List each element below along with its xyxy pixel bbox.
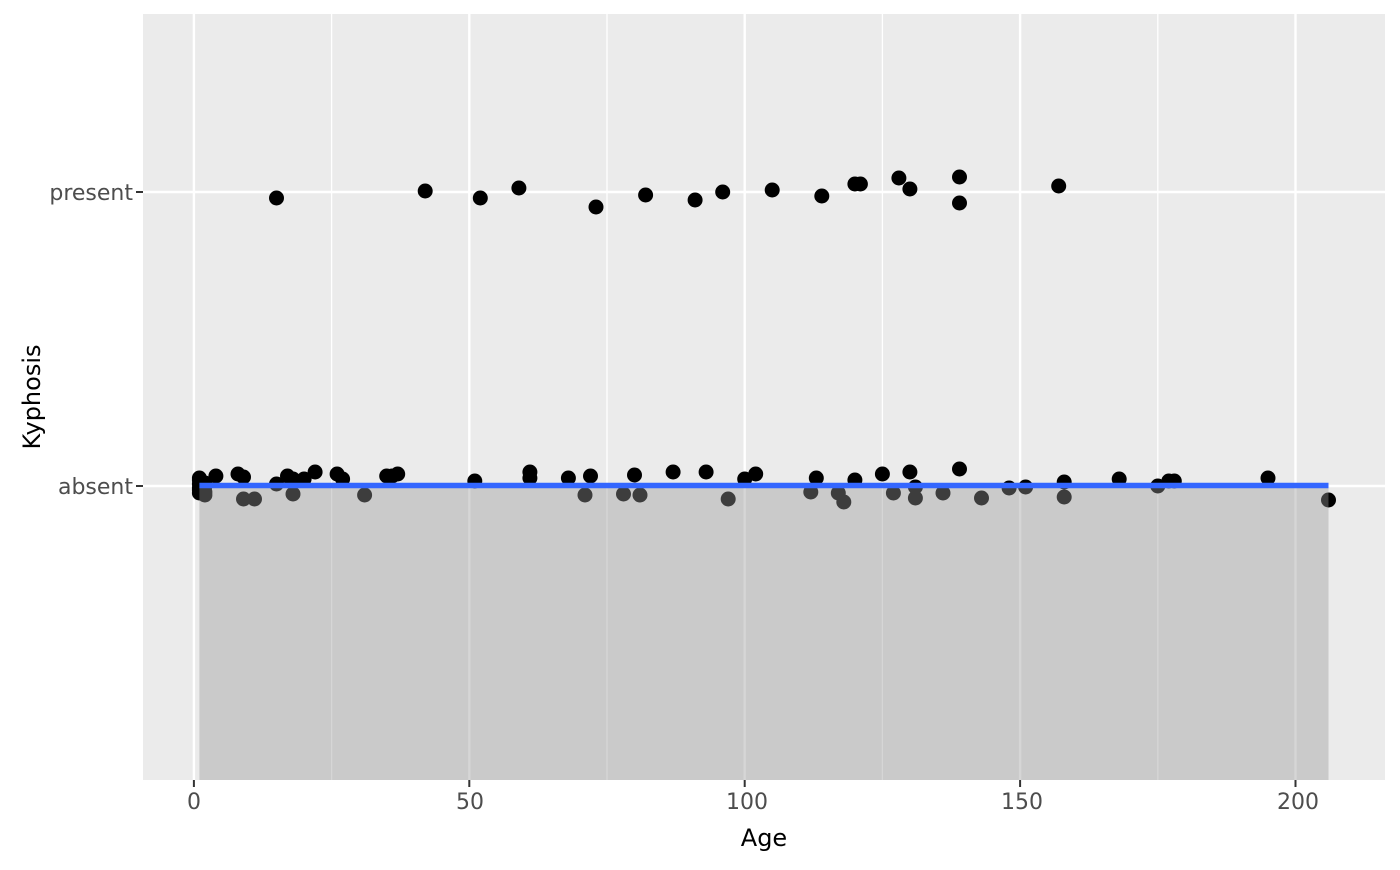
x-tick-label-0: 0 (187, 790, 201, 815)
data-point-absent (632, 487, 648, 503)
data-point-absent (236, 491, 251, 507)
data-point-present (764, 182, 780, 198)
data-point-absent (577, 487, 593, 503)
data-point-present (814, 188, 830, 204)
data-point-present (511, 180, 527, 196)
data-point-absent (1056, 489, 1072, 505)
data-point-present (588, 199, 604, 215)
data-point-absent (1260, 470, 1276, 486)
x-tick-label-100: 100 (726, 790, 768, 815)
data-point-present (952, 169, 967, 185)
data-point-absent (885, 485, 901, 501)
axis-tick-marks (136, 191, 1297, 787)
data-point-absent (874, 466, 890, 482)
y-tick-label-absent: absent (58, 475, 133, 500)
data-point-absent (748, 466, 764, 482)
x-tick-label-50: 50 (456, 790, 484, 815)
data-point-absent (208, 468, 224, 484)
data-point-absent (902, 464, 918, 480)
gridlines-minor (330, 14, 1159, 780)
x-axis-title: Age (741, 824, 787, 852)
data-point-present (638, 187, 654, 203)
panel-background (143, 14, 1385, 780)
data-point-present (687, 192, 703, 208)
data-point-present (1051, 178, 1067, 194)
x-tick-label-200: 200 (1277, 790, 1319, 815)
data-point-absent (1321, 492, 1336, 508)
y-tick-label-present: present (49, 181, 133, 206)
data-point-present (891, 170, 907, 186)
data-point-absent (808, 470, 824, 486)
data-point-absent (583, 468, 598, 484)
data-point-absent (935, 485, 951, 501)
data-point-present (952, 195, 967, 211)
data-point-absent (307, 464, 323, 480)
data-point-absent (522, 470, 538, 486)
data-point-absent (616, 486, 631, 502)
confidence-ribbon-area (199, 487, 1329, 780)
data-point-absent (285, 486, 301, 502)
data-point-absent (390, 466, 406, 482)
data-point-absent (247, 491, 262, 507)
data-point-absent (907, 490, 923, 506)
data-point-absent (720, 491, 736, 507)
data-point-absent (698, 464, 714, 480)
data-point-present (715, 184, 731, 200)
data-point-absent (974, 490, 989, 506)
data-point-absent (665, 464, 681, 480)
x-tick-label-150: 150 (1001, 790, 1043, 815)
data-point-present (852, 176, 868, 192)
data-points (191, 169, 1336, 510)
data-point-present (417, 183, 433, 199)
data-point-present (472, 190, 488, 206)
data-point-absent (560, 470, 576, 486)
data-point-present (902, 181, 918, 197)
data-point-present (269, 190, 284, 206)
data-point-absent (236, 469, 251, 485)
confidence-ribbon (199, 487, 1329, 780)
y-axis-title: Kyphosis (18, 345, 46, 450)
data-point-absent (357, 487, 373, 503)
data-point-absent (627, 467, 642, 483)
data-point-absent (952, 461, 967, 477)
data-point-absent (836, 494, 852, 510)
